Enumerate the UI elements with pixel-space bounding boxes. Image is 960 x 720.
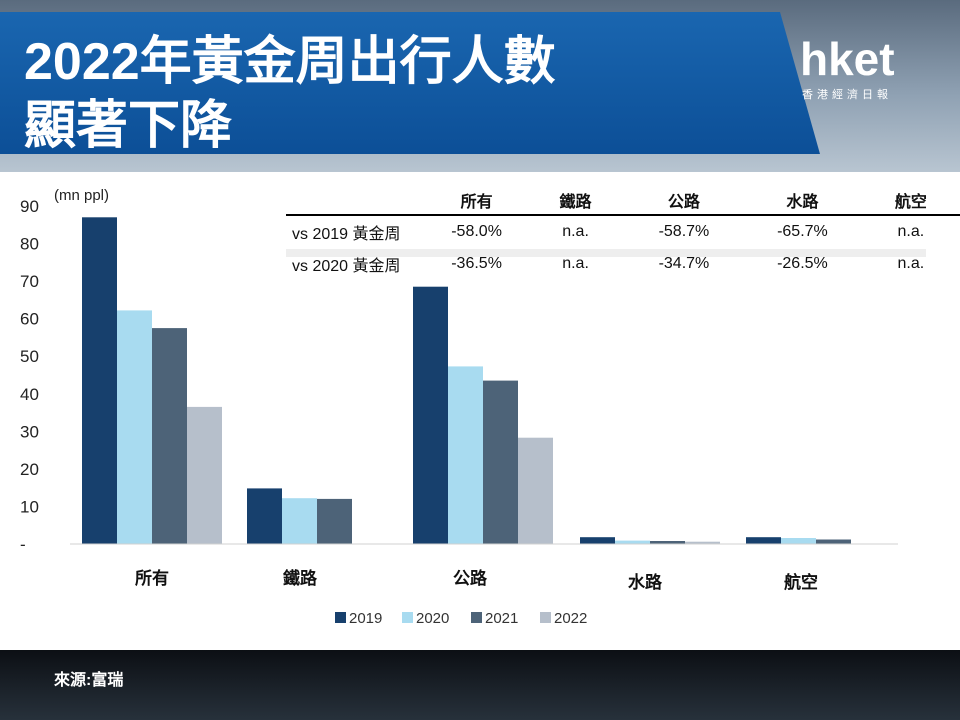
title-banner: 2022年黃金周出行人數 顯著下降 — [0, 12, 820, 154]
y-tick-label: 70 — [20, 272, 39, 291]
row-label: vs 2019 黃金周 — [292, 226, 401, 243]
cell: n.a. — [562, 223, 589, 240]
bar-2020-1 — [282, 498, 317, 544]
bar-2022-2 — [518, 437, 553, 544]
cell: -58.0% — [451, 223, 502, 240]
y-tick-label: 30 — [20, 422, 39, 441]
header: 2022年黃金周出行人數 顯著下降 hket 香港經濟日報 — [0, 0, 960, 172]
bar-2019-1 — [247, 488, 282, 544]
summary-table: 所有 鐵路 公路 水路 航空 vs 2019 黃金周 -58.0% n.a. -… — [286, 186, 960, 280]
row-label: vs 2020 黃金周 — [292, 258, 401, 275]
footer: 來源:富瑞 — [0, 650, 960, 720]
brand-subtitle: 香港經濟日報 — [802, 89, 892, 101]
bar-2021-1 — [317, 498, 352, 544]
bar-2019-2 — [413, 286, 448, 544]
cell: -36.5% — [451, 255, 502, 272]
y-tick-label: 80 — [20, 235, 39, 254]
legend-swatch-2022 — [540, 612, 551, 623]
y-axis-label: (mn ppl) — [54, 187, 109, 204]
y-tick-label: 50 — [20, 347, 39, 366]
cell: -34.7% — [658, 255, 710, 272]
legend-swatch-2020 — [402, 612, 413, 623]
col-header: 公路 — [624, 186, 744, 216]
col-header: 水路 — [743, 186, 862, 216]
bar-2020-0 — [117, 310, 152, 544]
col-header: 航空 — [861, 186, 960, 216]
y-tick-label: 40 — [20, 385, 39, 404]
y-tick-label: 20 — [20, 460, 39, 479]
source-text: 來源:富瑞 — [54, 672, 124, 689]
chart-area: 所有 鐵路 公路 水路 航空 vs 2019 黃金周 -58.0% n.a. -… — [0, 172, 960, 650]
bar-2022-0 — [187, 406, 222, 544]
y-tick-label: 10 — [20, 497, 39, 516]
legend-label: 2020 — [416, 610, 449, 627]
y-tick-label: 90 — [20, 197, 39, 216]
x-tick-label: 所有 — [135, 568, 169, 588]
y-tick-label: 60 — [20, 310, 39, 329]
title-line-1: 2022年黃金周出行人數 — [24, 33, 556, 91]
x-tick-label: 公路 — [453, 568, 488, 588]
bar-2020-2 — [448, 366, 483, 544]
brand-logo: hket — [800, 33, 895, 85]
cell: n.a. — [897, 223, 925, 240]
summary-row: vs 2020 黃金周 -36.5% n.a. -34.7% -26.5% n.… — [286, 248, 960, 280]
summary-corner — [286, 186, 427, 216]
cell: -26.5% — [777, 255, 828, 272]
bar-2019-0 — [82, 217, 117, 545]
bar-2020-4 — [781, 538, 816, 544]
cell: -65.7% — [777, 223, 828, 240]
y-tick-label: - — [20, 535, 26, 554]
summary-row: vs 2019 黃金周 -58.0% n.a. -58.7% -65.7% n.… — [286, 215, 960, 248]
legend-label: 2021 — [485, 610, 518, 627]
summary-header-row: 所有 鐵路 公路 水路 航空 — [286, 186, 960, 216]
cell: n.a. — [897, 255, 925, 272]
bar-2021-4 — [816, 539, 851, 544]
col-header: 鐵路 — [526, 186, 625, 216]
bar-2021-3 — [650, 541, 685, 544]
x-tick-label: 航空 — [784, 572, 818, 592]
bar-2019-3 — [580, 537, 615, 544]
summary-row-shade — [286, 249, 926, 257]
bar-2022-3 — [685, 541, 720, 544]
legend-label: 2019 — [349, 610, 382, 627]
bar-2021-0 — [152, 328, 187, 544]
x-tick-label: 鐵路 — [283, 568, 318, 588]
title-line-2: 顯著下降 — [24, 97, 233, 155]
legend-swatch-2021 — [471, 612, 482, 623]
bar-2020-3 — [615, 540, 650, 544]
x-tick-label: 水路 — [628, 572, 663, 592]
col-header: 所有 — [426, 186, 527, 216]
cell: n.a. — [562, 255, 589, 272]
legend-swatch-2019 — [335, 612, 346, 623]
cell: -58.7% — [658, 223, 710, 240]
page-title: 2022年黃金周出行人數 顯著下降 — [24, 30, 556, 155]
bar-2021-2 — [483, 380, 518, 544]
legend-label: 2022 — [554, 610, 587, 627]
bar-2019-4 — [746, 537, 781, 544]
